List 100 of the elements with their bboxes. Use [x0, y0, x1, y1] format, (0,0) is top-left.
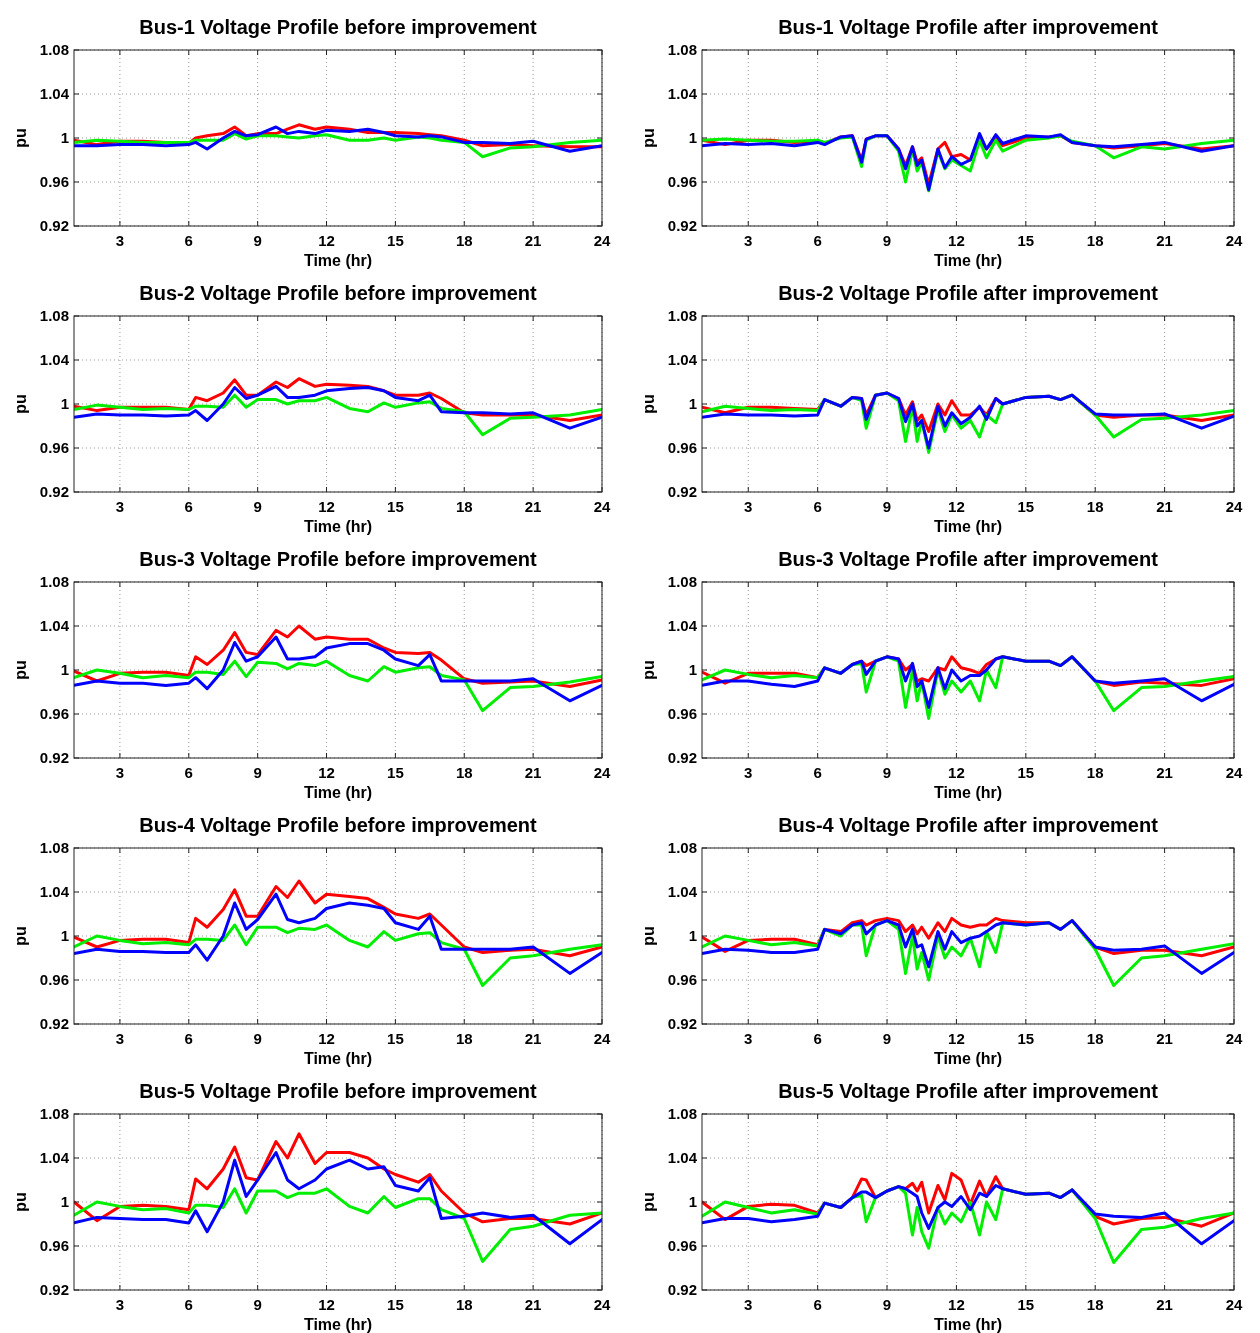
x-axis-title: Time (hr) [933, 252, 1003, 269]
x-tick-label: 15 [1017, 498, 1035, 515]
x-tick-label: 21 [1156, 1030, 1173, 1047]
y-tick-label: 1 [688, 661, 697, 678]
x-axis-title: Time (hr) [303, 518, 373, 535]
y-tick-label: 1.08 [667, 1105, 697, 1122]
x-tick-label: 3 [115, 764, 125, 781]
x-tick-label: 21 [1156, 498, 1173, 515]
y-tick-label: 0.92 [667, 1015, 697, 1032]
y-tick-label: 1.08 [39, 41, 69, 58]
x-tick-label: 12 [318, 232, 335, 249]
y-tick-label: 1.04 [39, 617, 70, 634]
y-tick-label: 1 [60, 1193, 69, 1210]
x-tick-label: 9 [882, 1030, 892, 1047]
x-tick-label: 3 [744, 498, 753, 515]
x-tick-label: 21 [1156, 232, 1173, 249]
y-tick-label: 0.92 [667, 749, 697, 766]
chart-title: Bus-2 Voltage Profile before improvement [139, 282, 538, 304]
y-tick-label: 0.96 [667, 439, 697, 456]
chart-title: Bus-5 Voltage Profile before improvement [139, 1080, 538, 1102]
x-tick-label: 9 [253, 498, 262, 515]
y-axis-title: pu [12, 926, 29, 946]
y-tick-label: 1.04 [39, 85, 70, 102]
x-tick-label: 15 [387, 498, 404, 515]
x-axis-title: Time (hr) [303, 1050, 373, 1067]
y-tick-label: 0.92 [667, 217, 697, 234]
y-tick-label: 1.08 [39, 307, 69, 324]
y-tick-label: 1.04 [39, 1149, 70, 1166]
x-tick-label: 6 [813, 1030, 822, 1047]
x-tick-label: 24 [1225, 232, 1243, 249]
chart-title: Bus-3 Voltage Profile before improvement [139, 548, 538, 570]
y-axis-title: pu [12, 394, 29, 414]
x-tick-label: 18 [455, 1296, 473, 1313]
x-tick-label: 3 [115, 1296, 125, 1313]
x-tick-label: 15 [387, 764, 404, 781]
x-tick-label: 24 [593, 1296, 611, 1313]
x-tick-label: 6 [184, 1030, 193, 1047]
y-tick-label: 0.96 [667, 1237, 697, 1254]
x-axis-title: Time (hr) [303, 784, 373, 801]
x-tick-label: 12 [318, 1296, 335, 1313]
y-tick-label: 1.08 [667, 573, 697, 590]
x-tick-label: 18 [455, 1030, 473, 1047]
x-tick-label: 24 [593, 232, 611, 249]
y-tick-label: 0.92 [39, 1015, 69, 1032]
x-tick-label: 12 [318, 1030, 335, 1047]
chart-title: Bus-3 Voltage Profile after improvement [778, 548, 1159, 570]
x-tick-label: 12 [948, 232, 965, 249]
x-tick-label: 15 [1017, 1030, 1035, 1047]
x-tick-label: 3 [744, 1030, 753, 1047]
y-tick-label: 0.92 [39, 1281, 69, 1298]
y-tick-label: 0.92 [667, 1281, 697, 1298]
x-tick-label: 6 [813, 1296, 822, 1313]
x-axis-title: Time (hr) [933, 1316, 1003, 1333]
y-tick-label: 1.08 [39, 573, 69, 590]
chart-title: Bus-1 Voltage Profile after improvement [778, 16, 1159, 38]
y-tick-label: 1.08 [39, 1105, 69, 1122]
y-tick-label: 0.96 [39, 705, 69, 722]
chart-title: Bus-1 Voltage Profile before improvement [139, 16, 538, 38]
x-tick-label: 15 [387, 1030, 404, 1047]
x-tick-label: 9 [253, 1030, 262, 1047]
y-tick-label: 0.92 [39, 749, 69, 766]
y-tick-label: 1 [60, 927, 69, 944]
y-axis-title: pu [12, 660, 29, 680]
x-tick-label: 6 [813, 232, 822, 249]
y-axis-title: pu [640, 128, 657, 148]
y-tick-label: 0.96 [39, 439, 69, 456]
y-tick-label: 0.96 [667, 705, 697, 722]
x-tick-label: 24 [593, 1030, 611, 1047]
y-tick-label: 0.92 [39, 217, 69, 234]
x-tick-label: 21 [1156, 1296, 1173, 1313]
chart-title: Bus-4 Voltage Profile before improvement [139, 814, 538, 836]
x-tick-label: 9 [253, 232, 262, 249]
x-tick-label: 15 [1017, 232, 1035, 249]
x-tick-label: 9 [253, 1296, 262, 1313]
x-tick-label: 21 [524, 1296, 542, 1313]
y-tick-label: 1 [688, 927, 697, 944]
x-axis-title: Time (hr) [303, 252, 373, 269]
y-tick-label: 1.04 [667, 351, 698, 368]
x-tick-label: 18 [1086, 1296, 1104, 1313]
y-tick-label: 1.08 [667, 41, 697, 58]
x-tick-label: 21 [524, 1030, 542, 1047]
y-axis-title: pu [640, 660, 657, 680]
x-tick-label: 6 [184, 764, 193, 781]
x-axis-title: Time (hr) [933, 1050, 1003, 1067]
y-tick-label: 1 [688, 1193, 697, 1210]
x-tick-label: 18 [1086, 232, 1104, 249]
y-tick-label: 1 [60, 395, 69, 412]
x-axis-title: Time (hr) [303, 1316, 373, 1333]
x-axis-title: Time (hr) [933, 518, 1003, 535]
x-tick-label: 12 [948, 1030, 965, 1047]
chart-title: Bus-4 Voltage Profile after improvement [778, 814, 1159, 836]
x-tick-label: 9 [882, 232, 892, 249]
x-tick-label: 24 [593, 498, 611, 515]
y-axis-title: pu [640, 1192, 657, 1212]
x-tick-label: 21 [524, 764, 542, 781]
y-tick-label: 1.04 [39, 883, 70, 900]
x-tick-label: 18 [455, 498, 473, 515]
y-tick-label: 0.92 [39, 483, 69, 500]
x-tick-label: 9 [882, 498, 892, 515]
x-tick-label: 6 [184, 1296, 193, 1313]
